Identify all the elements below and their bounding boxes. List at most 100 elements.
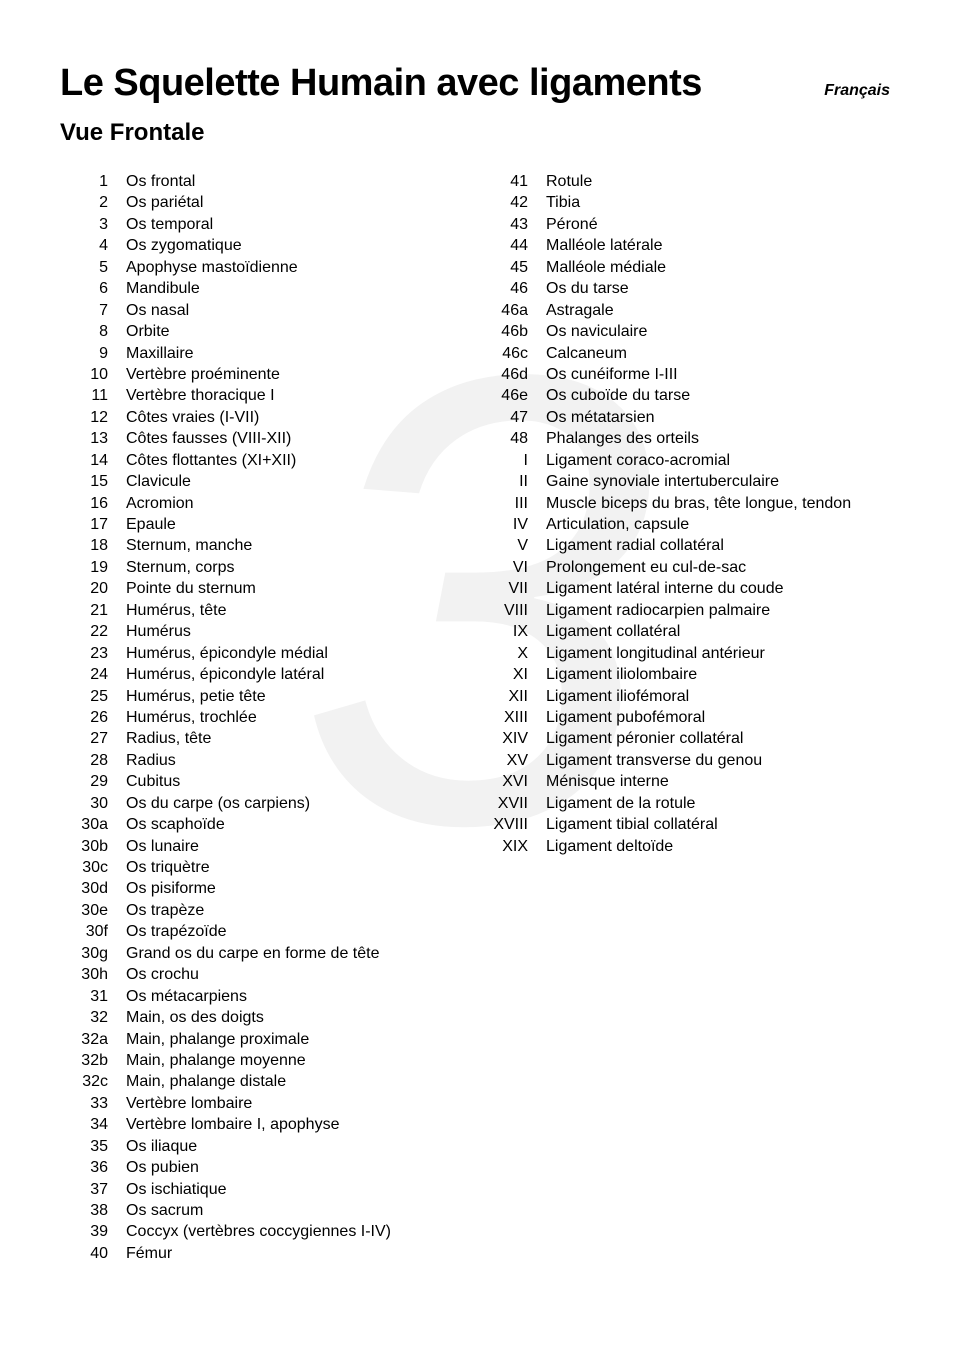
entry-number: 47 [480, 407, 546, 428]
list-item: 30dOs pisiforme [60, 878, 480, 899]
entry-number: 10 [60, 364, 126, 385]
list-item: 32aMain, phalange proximale [60, 1029, 480, 1050]
entry-number: 26 [60, 707, 126, 728]
entry-number: 46c [480, 343, 546, 364]
entry-number: XVIII [480, 814, 546, 835]
entry-number: 21 [60, 600, 126, 621]
entry-number: 30f [60, 921, 126, 942]
list-item: 34Vertèbre lombaire I, apophyse [60, 1114, 480, 1135]
entry-label: Ligament radiocarpien palmaire [546, 600, 894, 621]
entry-number: 45 [480, 257, 546, 278]
list-item: 39Coccyx (vertèbres coccygiennes I-IV) [60, 1221, 480, 1242]
entry-number: 32b [60, 1050, 126, 1071]
entry-label: Maxillaire [126, 343, 480, 364]
entry-label: Os frontal [126, 171, 480, 192]
entry-number: 9 [60, 343, 126, 364]
entry-label: Côtes vraies (I-VII) [126, 407, 480, 428]
entry-label: Humérus, tête [126, 600, 480, 621]
list-item: 16Acromion [60, 493, 480, 514]
entry-label: Orbite [126, 321, 480, 342]
entry-label: Humérus, épicondyle latéral [126, 664, 480, 685]
entry-number: 48 [480, 428, 546, 449]
entry-number: 46 [480, 278, 546, 299]
list-item: XIILigament iliofémoral [480, 686, 894, 707]
list-item: 30aOs scaphoïde [60, 814, 480, 835]
list-item: 17Epaule [60, 514, 480, 535]
list-item: XIXLigament deltoïde [480, 836, 894, 857]
entry-number: 7 [60, 300, 126, 321]
entry-number: 35 [60, 1136, 126, 1157]
entry-label: Os du tarse [546, 278, 894, 299]
list-item: 23Humérus, épicondyle médial [60, 643, 480, 664]
entry-label: Ligament transverse du genou [546, 750, 894, 771]
entry-number: 2 [60, 192, 126, 213]
entry-label: Mandibule [126, 278, 480, 299]
list-item: 13Côtes fausses (VIII-XII) [60, 428, 480, 449]
list-item: 30hOs crochu [60, 964, 480, 985]
entry-label: Tibia [546, 192, 894, 213]
entry-number: 25 [60, 686, 126, 707]
list-item: XVIIILigament tibial collatéral [480, 814, 894, 835]
list-item: 7Os nasal [60, 300, 480, 321]
list-item: XVIMénisque interne [480, 771, 894, 792]
list-item: 22Humérus [60, 621, 480, 642]
entry-label: Main, os des doigts [126, 1007, 480, 1028]
entry-label: Articulation, capsule [546, 514, 894, 535]
entry-label: Os naviculaire [546, 321, 894, 342]
list-item: VIIILigament radiocarpien palmaire [480, 600, 894, 621]
list-item: 40Fémur [60, 1243, 480, 1264]
entry-label: Astragale [546, 300, 894, 321]
entry-number: 36 [60, 1157, 126, 1178]
entry-label: Fémur [126, 1243, 480, 1264]
entry-number: 15 [60, 471, 126, 492]
list-item: 30Os du carpe (os carpiens) [60, 793, 480, 814]
list-item: 32Main, os des doigts [60, 1007, 480, 1028]
list-item: 10Vertèbre proéminente [60, 364, 480, 385]
entry-number: 12 [60, 407, 126, 428]
entry-label: Calcaneum [546, 343, 894, 364]
entry-label: Main, phalange moyenne [126, 1050, 480, 1071]
entry-label: Ligament longitudinal antérieur [546, 643, 894, 664]
entry-number: 30c [60, 857, 126, 878]
list-item: XILigament iliolombaire [480, 664, 894, 685]
list-item: 46eOs cuboïde du tarse [480, 385, 894, 406]
entry-number: 32 [60, 1007, 126, 1028]
entry-label: Humérus, trochlée [126, 707, 480, 728]
list-item: 9Maxillaire [60, 343, 480, 364]
list-item: 18Sternum, manche [60, 535, 480, 556]
entry-label: Humérus, petie tête [126, 686, 480, 707]
list-item: 3Os temporal [60, 214, 480, 235]
list-item: 28Radius [60, 750, 480, 771]
entry-label: Os lunaire [126, 836, 480, 857]
entry-label: Os trapézoïde [126, 921, 480, 942]
entry-number: XIX [480, 836, 546, 857]
entry-label: Os scaphoïde [126, 814, 480, 835]
entry-number: XVII [480, 793, 546, 814]
entry-number: III [480, 493, 546, 514]
entry-number: 46e [480, 385, 546, 406]
entry-label: Gaine synoviale intertuberculaire [546, 471, 894, 492]
list-item: 1Os frontal [60, 171, 480, 192]
entry-label: Humérus [126, 621, 480, 642]
entry-number: 4 [60, 235, 126, 256]
list-item: 4Os zygomatique [60, 235, 480, 256]
list-item: 15Clavicule [60, 471, 480, 492]
entry-label: Radius [126, 750, 480, 771]
list-item: 31Os métacarpiens [60, 986, 480, 1007]
entry-number: 6 [60, 278, 126, 299]
entry-label: Cubitus [126, 771, 480, 792]
entry-number: XIII [480, 707, 546, 728]
entry-number: X [480, 643, 546, 664]
entry-label: Os temporal [126, 214, 480, 235]
list-item: 6Mandibule [60, 278, 480, 299]
entry-number: 31 [60, 986, 126, 1007]
entry-label: Os cunéiforme I-III [546, 364, 894, 385]
entry-label: Rotule [546, 171, 894, 192]
entry-number: 5 [60, 257, 126, 278]
entry-label: Os cuboïde du tarse [546, 385, 894, 406]
entry-number: 43 [480, 214, 546, 235]
entry-number: 29 [60, 771, 126, 792]
entry-label: Os pubien [126, 1157, 480, 1178]
entry-number: 30g [60, 943, 126, 964]
entry-label: Os zygomatique [126, 235, 480, 256]
